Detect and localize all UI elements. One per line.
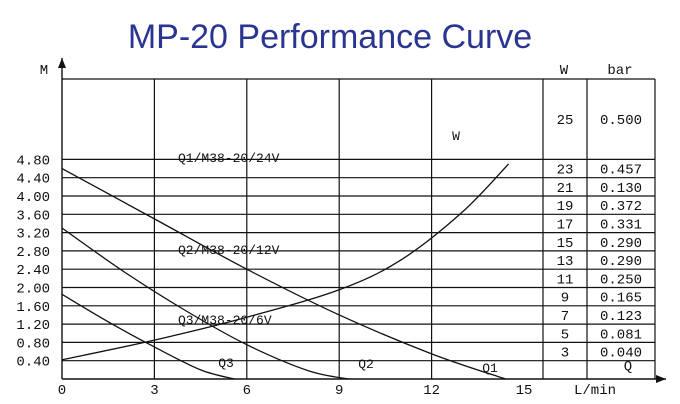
x-tick-label: 3 (150, 383, 158, 399)
x-axis-label: L/min (574, 383, 616, 399)
table-cell-bar: 0.500 (600, 113, 642, 129)
table-cell-bar: 0.250 (600, 272, 642, 288)
table-cell-bar: 0.372 (600, 199, 642, 215)
table-cell-bar: 0.040 (600, 346, 642, 362)
series-label-q3: Q3/M38-20/6V (178, 313, 272, 328)
table-header-w: W (560, 63, 569, 79)
x-axis-arrow (656, 375, 666, 383)
y-tick-label: 2.40 (16, 263, 50, 279)
table-cell-w: 21 (557, 181, 574, 197)
end-label-q1: Q1 (482, 361, 498, 376)
table-cell-w: 15 (557, 236, 574, 252)
x-tick-label: 9 (335, 383, 343, 399)
table-cell-bar: 0.165 (600, 291, 642, 307)
curve-q3 (61, 293, 235, 380)
table-cell-w: 7 (561, 309, 569, 325)
plot-area: M L/min 0.40 0.80 1.20 1.60 2.00 2.40 2.80 3.20 3.… (16, 58, 666, 399)
y-axis-arrow (58, 58, 66, 68)
y-tick-label: 2.00 (16, 282, 50, 298)
chart-title: MP-20 Performance Curve (128, 18, 532, 56)
y-tick-label: 0.80 (16, 336, 50, 352)
table-cell-bar: 0.081 (600, 327, 642, 343)
end-label-q3: Q3 (218, 356, 234, 371)
table-cell-w: 9 (561, 291, 569, 307)
table-cell-bar: 0.457 (600, 163, 642, 179)
end-label-q2: Q2 (358, 357, 374, 372)
x-tick-label: 12 (423, 383, 440, 399)
end-label-w: W (452, 129, 460, 144)
x-tick-label: 6 (243, 383, 251, 399)
x-tick-label: 0 (58, 383, 66, 399)
y-tick-label: 1.20 (16, 318, 50, 334)
table-cell-bar: 0.331 (600, 217, 642, 233)
table-cell-w: 19 (557, 199, 574, 215)
table-cell-w: 25 (557, 113, 574, 129)
y-tick-label: 0.40 (16, 355, 50, 371)
table-cell-w: 17 (557, 217, 574, 233)
table-cell-bar: 0.130 (600, 181, 642, 197)
y-tick-label: 4.00 (16, 190, 50, 206)
table-footer-q: Q (624, 359, 632, 375)
table-header-bar: bar (607, 63, 632, 79)
table-cell-w: 5 (561, 327, 569, 343)
table-cell-bar: 0.290 (600, 236, 642, 252)
series-label-q1: Q1/M38-20/24V (178, 151, 280, 166)
table-cell-bar: 0.290 (600, 254, 642, 270)
table-cell-w: 3 (561, 346, 569, 362)
curve-w (61, 163, 510, 361)
table-cell-w: 23 (557, 163, 574, 179)
table-cell-w: 11 (557, 272, 574, 288)
curve-q1 (61, 167, 506, 380)
series-label-q2: Q2/M38-20/12V (178, 243, 280, 258)
y-tick-label: 1.60 (16, 300, 50, 316)
table-cell-bar: 0.123 (600, 309, 642, 325)
table-cell-w: 13 (557, 254, 574, 270)
y-tick-label: 4.40 (16, 172, 50, 188)
y-tick-label: 4.80 (16, 153, 50, 169)
x-tick-label: 15 (516, 383, 533, 399)
y-tick-label: 3.20 (16, 227, 50, 243)
y-axis-label: M (40, 63, 48, 79)
y-tick-label: 2.80 (16, 245, 50, 261)
y-tick-label: 3.60 (16, 208, 50, 224)
